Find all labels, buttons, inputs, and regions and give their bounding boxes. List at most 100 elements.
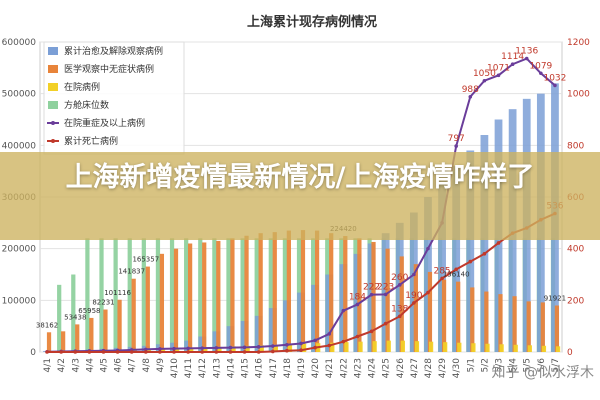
bar-医学观察中无症状病例 xyxy=(131,278,136,352)
bar-医学观察中无症状病例 xyxy=(300,230,306,352)
point-在院重症及以上病例 xyxy=(186,346,190,351)
point-在院重症及以上病例 xyxy=(256,345,261,349)
bar-方舱床位数 xyxy=(254,238,259,352)
data-label: 190 xyxy=(405,291,422,301)
x-tick-label: 4/24 xyxy=(368,358,378,378)
point-累计死亡病例 xyxy=(285,348,289,353)
bar-医学观察中无症状病例 xyxy=(216,240,221,352)
x-tick-label: 4/6 xyxy=(114,358,124,373)
bar-医学观察中无症状病例 xyxy=(399,256,404,352)
bar-医学观察中无症状病例 xyxy=(258,233,263,352)
legend-swatch xyxy=(48,83,58,91)
bar-医学观察中无症状病例 xyxy=(187,243,193,352)
bar-方舱床位数 xyxy=(198,238,203,352)
x-tick-label: 4/5 xyxy=(99,358,109,372)
point-累计死亡病例 xyxy=(341,339,346,344)
point-累计死亡病例 xyxy=(200,350,205,354)
x-tick-label: 4/21 xyxy=(325,358,335,378)
point-累计死亡病例 xyxy=(313,345,317,350)
legend: 累计治愈及解除观察病例医学观察中无症状病例在院病例方舱床位数在院重症及以上病例累… xyxy=(43,41,185,155)
data-label: 138 xyxy=(391,304,408,314)
bar-方舱床位数 xyxy=(212,238,217,352)
bar-在院病例 xyxy=(160,348,166,352)
point-在院重症及以上病例 xyxy=(426,246,430,251)
bar-方舱床位数 xyxy=(155,238,161,352)
legend-label: 医学观察中无症状病例 xyxy=(64,63,154,75)
legend-swatch-dot xyxy=(51,121,55,125)
point-累计死亡病例 xyxy=(440,276,444,281)
bar-方舱床位数 xyxy=(282,238,288,352)
bar-在院病例 xyxy=(344,342,349,352)
point-在院重症及以上病例 xyxy=(539,71,543,76)
point-累计死亡病例 xyxy=(129,350,134,354)
y-right-tick-label: 1200 xyxy=(567,38,590,48)
bar-医学观察中无症状病例 xyxy=(314,230,320,352)
bar-医学观察中无症状病例 xyxy=(554,305,560,352)
bar-医学观察中无症状病例 xyxy=(512,296,517,352)
point-累计死亡病例 xyxy=(242,350,247,354)
data-label: 38162 xyxy=(36,321,58,329)
x-tick-label: 4/8 xyxy=(142,358,152,373)
bar-医学观察中无症状病例 xyxy=(117,299,122,352)
x-tick-label: 4/15 xyxy=(241,358,251,378)
y-right-tick-label: 1000 xyxy=(567,90,590,100)
point-在院重症及以上病例 xyxy=(355,302,360,307)
data-label: 285 xyxy=(433,266,450,276)
bar-方舱床位数 xyxy=(57,284,62,352)
point-在院重症及以上病例 xyxy=(285,342,289,347)
bar-方舱床位数 xyxy=(184,238,189,352)
data-label: 1071 xyxy=(487,63,510,73)
bar-方舱床位数 xyxy=(240,238,245,352)
bar-在院病例 xyxy=(443,342,448,352)
bar-医学观察中无症状病例 xyxy=(540,302,545,352)
legend-label: 在院重症及以上病例 xyxy=(64,117,145,129)
bar-在院病例 xyxy=(146,349,152,352)
bar-在院病例 xyxy=(203,347,208,352)
point-在院重症及以上病例 xyxy=(228,345,233,350)
x-tick-label: 5/6 xyxy=(537,358,547,373)
bar-方舱床位数 xyxy=(99,238,104,352)
point-在院重症及以上病例 xyxy=(412,272,416,277)
legend-label: 在院病例 xyxy=(64,81,100,93)
x-tick-label: 5/3 xyxy=(495,358,505,372)
point-在院重症及以上病例 xyxy=(172,346,176,351)
point-在院重症及以上病例 xyxy=(313,338,317,343)
bar-医学观察中无症状病例 xyxy=(441,279,447,352)
bar-在院病例 xyxy=(287,344,293,352)
point-累计死亡病例 xyxy=(454,267,458,272)
bar-在院病例 xyxy=(273,344,279,352)
bar-医学观察中无症状病例 xyxy=(173,248,179,352)
legend-swatch xyxy=(48,65,58,73)
bar-在院病例 xyxy=(555,346,561,352)
bar-医学观察中无症状病例 xyxy=(159,253,165,352)
point-累计死亡病例 xyxy=(299,348,303,352)
x-tick-label: 4/1 xyxy=(43,358,53,372)
point-在院重症及以上病例 xyxy=(369,292,374,297)
y-left-tick-label: 400000 xyxy=(2,141,37,151)
x-tick-label: 4/29 xyxy=(438,358,448,378)
legend-box xyxy=(43,41,185,155)
bar-方舱床位数 xyxy=(127,238,132,352)
point-在院重症及以上病例 xyxy=(524,56,529,61)
point-累计死亡病例 xyxy=(468,259,473,264)
x-tick-label: 4/25 xyxy=(382,358,392,378)
headline-text: 上海新增疫情最新情况/上海疫情咋样了 xyxy=(65,162,535,193)
bar-医学观察中无症状病例 xyxy=(61,331,66,352)
data-label: 141837 xyxy=(118,268,145,276)
bar-在院病例 xyxy=(175,348,180,352)
point-在院重症及以上病例 xyxy=(397,283,402,287)
bar-累计治愈及解除观察病例 xyxy=(438,181,446,352)
y-left-tick-label: 600000 xyxy=(2,38,37,48)
point-累计死亡病例 xyxy=(59,350,63,354)
data-label: 136140 xyxy=(443,271,470,279)
point-在院重症及以上病例 xyxy=(341,308,346,313)
data-label: 797 xyxy=(448,134,465,144)
bar-医学观察中无症状病例 xyxy=(413,264,418,352)
x-tick-label: 4/18 xyxy=(283,358,293,378)
data-label: 1050 xyxy=(473,69,496,79)
data-label: 184 xyxy=(349,292,366,302)
bar-在院病例 xyxy=(301,343,307,352)
bar-医学观察中无症状病例 xyxy=(385,248,390,352)
bar-医学观察中无症状病例 xyxy=(371,241,376,352)
point-在院重症及以上病例 xyxy=(383,292,388,297)
